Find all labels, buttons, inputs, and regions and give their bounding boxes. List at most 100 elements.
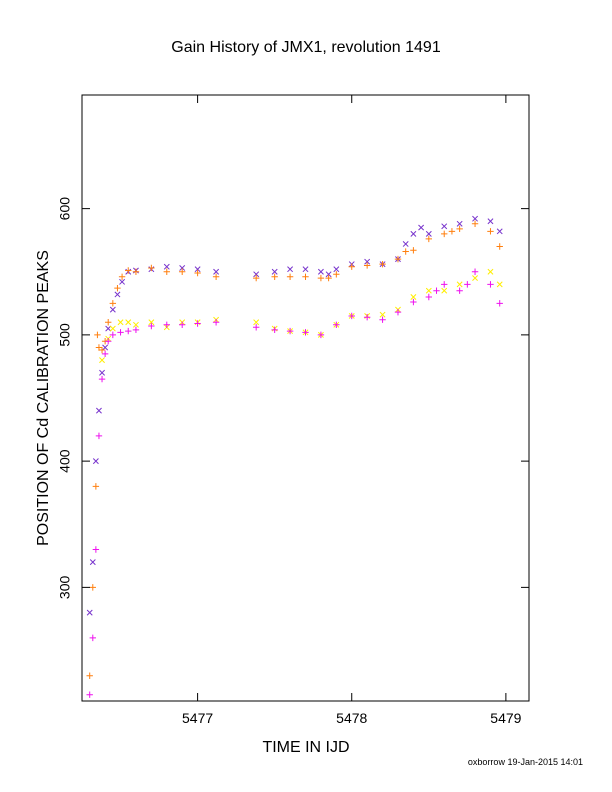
x-axis-ticks: 5477 5478 5479 (182, 95, 522, 726)
data-point (302, 273, 309, 280)
data-point (286, 327, 294, 335)
data-point (101, 350, 109, 358)
data-point (487, 281, 494, 288)
y-tick-label: 300 (57, 575, 73, 599)
data-point (379, 260, 386, 268)
data-point (98, 375, 106, 383)
data-point (89, 559, 96, 566)
data-point (456, 281, 463, 288)
data-point (425, 287, 432, 294)
data-point (441, 223, 448, 230)
data-point (99, 357, 105, 364)
data-point (317, 268, 324, 275)
data-point (92, 546, 100, 553)
data-point (92, 458, 99, 465)
data-point (302, 266, 309, 273)
data-point (109, 325, 116, 332)
data-point (132, 268, 140, 275)
data-point (179, 265, 186, 271)
data-point (89, 584, 96, 591)
data-point (132, 326, 140, 334)
data-point (456, 220, 463, 227)
data-point (348, 312, 355, 320)
data-point (456, 225, 463, 233)
data-point (286, 273, 294, 280)
plot-frame (81, 94, 530, 702)
data-point (379, 316, 386, 323)
data-point (148, 322, 155, 330)
data-point (109, 331, 117, 339)
y-axis-label: POSITION OF Cd CALIBRATION PEAKS (35, 250, 52, 546)
data-point (410, 247, 417, 254)
chart-title: Gain History of JMX1, revolution 1491 (171, 39, 441, 56)
data-point (117, 319, 124, 326)
data-point (114, 284, 121, 292)
data-point (441, 287, 448, 294)
data-point (102, 344, 109, 351)
data-point (118, 273, 126, 280)
y-tick-label: 600 (57, 197, 73, 221)
data-point (333, 321, 340, 328)
data-point (212, 319, 220, 326)
data-point (364, 258, 371, 265)
data-point (317, 274, 325, 282)
data-point (92, 483, 100, 490)
data-point (348, 263, 355, 270)
footer-credit: oxborrow 19-Jan-2015 14:01 (468, 757, 583, 767)
data-point (109, 300, 117, 307)
data-point (163, 268, 170, 275)
data-point (163, 321, 170, 328)
data-point (363, 314, 371, 321)
y-axis-ticks: 300 400 500 600 (57, 197, 529, 599)
data-point (302, 329, 309, 336)
data-point (178, 268, 186, 275)
data-point (464, 281, 471, 288)
data-point (441, 281, 448, 288)
data-point (487, 268, 494, 275)
data-point (194, 266, 201, 273)
data-point (496, 300, 503, 307)
data-point (394, 308, 402, 316)
data-point (410, 294, 417, 300)
data-point (148, 264, 155, 272)
data-point (86, 609, 93, 616)
data-point (252, 274, 260, 282)
data-point (95, 432, 103, 440)
data-point (119, 278, 126, 285)
data-point (105, 337, 112, 345)
data-point (271, 326, 278, 334)
data-point (487, 218, 494, 225)
data-point (472, 275, 479, 282)
data-point (410, 230, 417, 237)
data-point (325, 274, 332, 282)
data-point (212, 273, 220, 280)
data-point (433, 287, 440, 294)
data-point (194, 320, 201, 327)
data-point (105, 325, 112, 332)
data-point (425, 293, 433, 301)
data-point (410, 298, 417, 306)
data-point (99, 369, 105, 376)
data-point (379, 311, 386, 318)
data-point (114, 291, 121, 298)
data-point (98, 346, 106, 354)
data-point (333, 266, 340, 273)
data-point (496, 228, 503, 235)
data-point (333, 271, 340, 278)
data-point (402, 241, 409, 247)
data-point (472, 215, 479, 222)
data-point (441, 230, 448, 238)
data-point (132, 321, 139, 328)
data-point (496, 243, 503, 250)
data-point (253, 271, 260, 278)
y-tick-label: 500 (57, 323, 73, 347)
data-point (253, 319, 260, 326)
data-point (125, 267, 132, 274)
data-point (148, 319, 155, 326)
data-point (125, 327, 132, 335)
data-point (496, 281, 503, 288)
x-axis-label: TIME IN IJD (262, 739, 349, 756)
data-point (471, 220, 479, 227)
data-point (402, 248, 409, 255)
